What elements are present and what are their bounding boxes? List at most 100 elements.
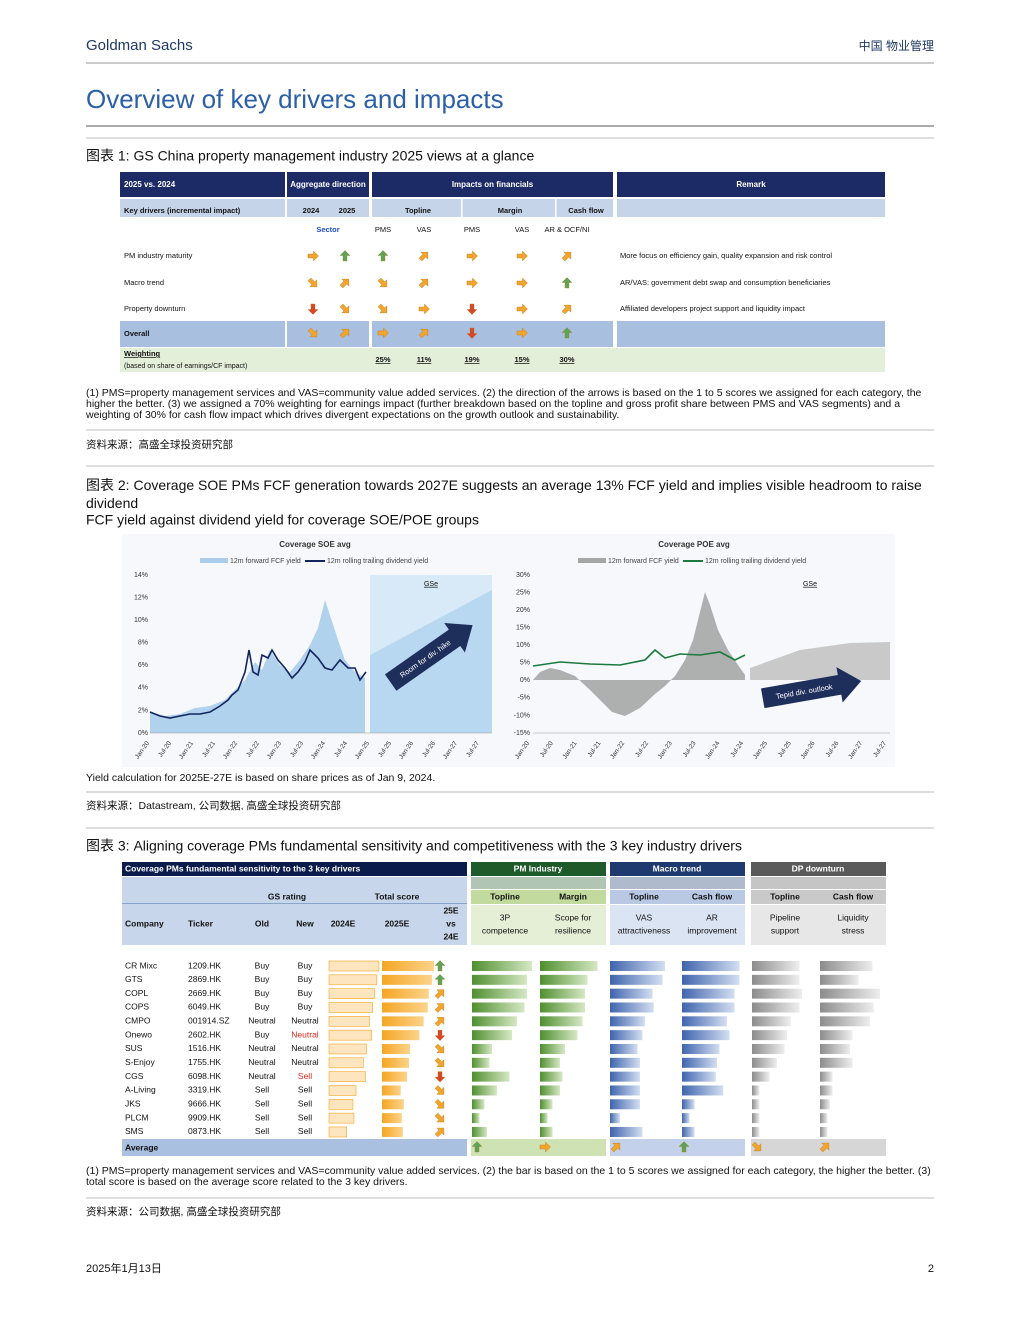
label: stress — [842, 925, 865, 935]
subheader-cell — [372, 199, 613, 217]
driver-bar — [820, 988, 880, 999]
label: 30% — [516, 572, 530, 579]
label: Sell — [255, 1112, 269, 1122]
subheader-divider — [555, 199, 557, 217]
area — [150, 600, 365, 733]
arrow — [434, 1043, 445, 1054]
arrow — [339, 303, 350, 314]
label: AR & OCF/NI — [544, 225, 589, 234]
score-bar — [328, 960, 380, 972]
driver-bar — [610, 988, 653, 999]
driver-bar — [820, 1071, 833, 1082]
label: Buy — [255, 974, 270, 984]
label: Neutral — [291, 1029, 319, 1039]
label: Sell — [255, 1085, 269, 1095]
weighting-row — [120, 348, 885, 372]
driver-bar — [752, 1099, 760, 1110]
label: Cash flow — [692, 891, 733, 901]
driver-bar — [752, 1002, 800, 1013]
driver-bar — [820, 1113, 828, 1124]
label: 2669.HK — [188, 988, 221, 998]
driver-bar — [472, 974, 527, 985]
arrow — [307, 327, 318, 338]
label: 6098.HK — [188, 1071, 221, 1081]
label: Weighting — [124, 349, 161, 358]
arrow-shape — [384, 623, 473, 691]
label: A-Living — [125, 1085, 156, 1095]
label: Ticker — [188, 918, 214, 928]
driver-bar — [472, 1099, 485, 1110]
driver-bar — [752, 974, 800, 985]
label: improvement — [687, 925, 737, 935]
driver-bar — [472, 1085, 497, 1096]
driver-bar — [540, 1113, 548, 1124]
label: Affiliated developers project support an… — [620, 304, 806, 313]
arrow — [339, 278, 350, 289]
label: Company — [125, 918, 164, 928]
driver-bar — [540, 974, 588, 985]
label: New — [296, 918, 314, 928]
label: More focus on efficiency gain, quality e… — [620, 251, 832, 260]
driver-bar — [540, 1016, 583, 1027]
group-desc — [610, 905, 745, 945]
driver-bar — [540, 1030, 578, 1041]
header-cell — [120, 172, 285, 197]
score-bar — [328, 1029, 372, 1041]
label: 9666.HK — [188, 1099, 221, 1109]
driver-bar — [820, 1002, 874, 1013]
driver-bar — [752, 1030, 787, 1041]
label: (based on share of earnings/CF impact) — [124, 363, 247, 370]
notes: (1) PMS=property management services and… — [86, 1165, 931, 1188]
label: Buy — [298, 974, 313, 984]
driver-bar — [540, 1085, 560, 1096]
driver-bar — [472, 988, 527, 999]
label: Margin — [498, 206, 523, 215]
label: 1209.HK — [188, 960, 221, 970]
score-bar — [382, 1016, 424, 1027]
line — [532, 648, 746, 667]
label: Sector — [316, 225, 339, 234]
label: 12m forward FCF yield — [608, 558, 679, 565]
label: 10% — [516, 642, 530, 649]
label: 0873.HK — [188, 1126, 221, 1136]
label: Sell — [255, 1099, 269, 1109]
label: JKS — [125, 1099, 141, 1109]
label: VAS — [515, 225, 529, 234]
arrow — [751, 1141, 762, 1152]
arrow — [466, 327, 478, 339]
driver-bar — [682, 1043, 720, 1054]
label: -5% — [518, 695, 530, 702]
label: COPS — [125, 1002, 149, 1012]
driver-bar — [820, 1085, 833, 1096]
driver-bar — [540, 988, 585, 999]
label: vs — [446, 918, 456, 928]
score-bar — [328, 1099, 354, 1110]
label: Neutral — [248, 1043, 276, 1053]
label: support — [771, 925, 800, 935]
subheader-cell — [287, 199, 369, 217]
driver-bar — [472, 1043, 492, 1054]
driver-bar — [540, 1071, 563, 1082]
driver-bar — [472, 961, 532, 971]
subheader-cell — [122, 877, 467, 945]
score-bar — [328, 988, 376, 999]
driver-bar — [820, 1057, 853, 1068]
driver-bar — [472, 1030, 512, 1041]
driver-bar — [682, 974, 740, 985]
label: Cash flow — [833, 891, 874, 901]
arrow — [678, 1141, 690, 1153]
arrow — [434, 1017, 445, 1027]
driver-bar — [820, 1099, 830, 1110]
average-cell — [610, 1139, 745, 1156]
group-sub — [610, 890, 745, 904]
subheader-divider — [613, 199, 615, 217]
driver-bar — [610, 1030, 643, 1041]
label: Impacts on financials — [452, 180, 534, 189]
label: 30% — [559, 355, 574, 364]
label: 001914.SZ — [188, 1016, 230, 1026]
arrow — [819, 1142, 830, 1153]
driver-bar — [820, 974, 859, 985]
label: 8% — [138, 640, 148, 647]
label: 0% — [520, 677, 530, 684]
